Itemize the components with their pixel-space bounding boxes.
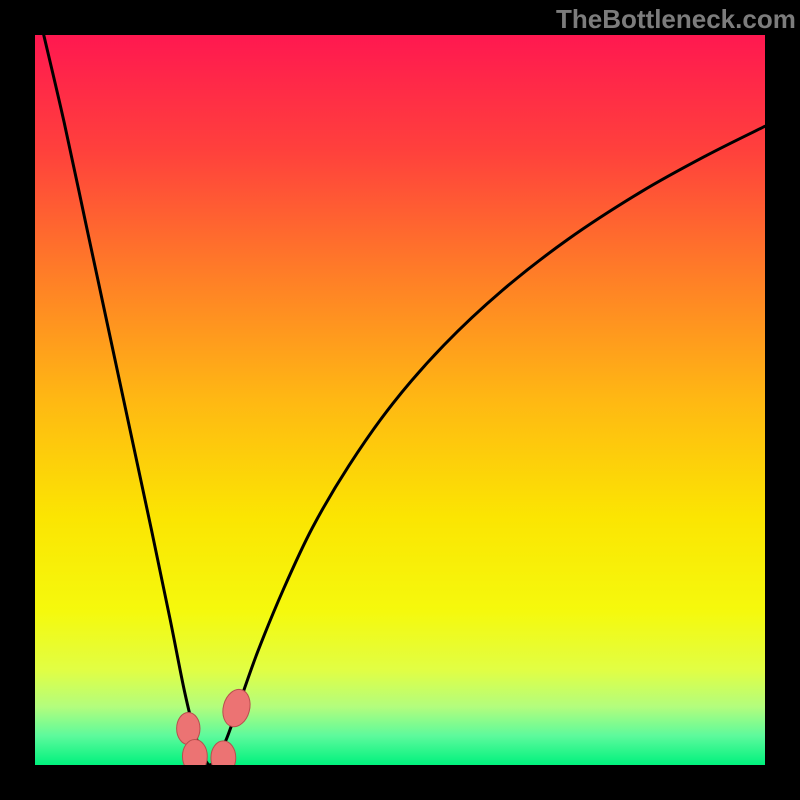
bottleneck-chart <box>0 0 800 800</box>
highlight-marker-3 <box>211 741 236 775</box>
watermark-text: TheBottleneck.com <box>556 4 796 35</box>
stage: TheBottleneck.com <box>0 0 800 800</box>
highlight-marker-2 <box>182 739 207 773</box>
chart-background <box>35 35 765 765</box>
